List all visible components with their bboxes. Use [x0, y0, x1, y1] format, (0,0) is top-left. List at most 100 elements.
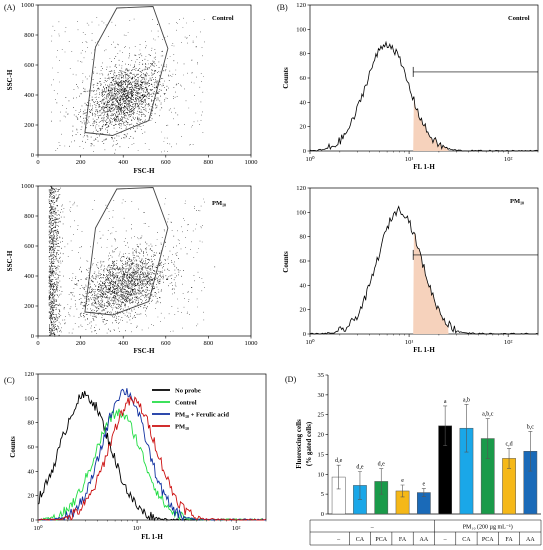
x-tick-label: 0	[36, 340, 39, 347]
group-label: –	[370, 525, 375, 531]
x-ticks: 0 200 400 600 800 1000	[36, 336, 258, 347]
panel-label: (D)	[285, 375, 296, 384]
scatter-points	[51, 17, 205, 154]
y-axis-label-2: (% gated cells)	[305, 421, 313, 466]
y-axis-label: Fluorescing cells	[295, 419, 303, 469]
gate-polygon	[84, 6, 169, 136]
annotation: Control	[212, 15, 234, 22]
x-tick-label: 600	[161, 159, 171, 166]
error-bar	[528, 431, 533, 472]
y-tick-label: 800	[24, 32, 34, 39]
y-tick-label: 120	[296, 185, 306, 192]
panel-a-pm10-scatter: PM₁₀ 0 200 400 600 800 1000 0 200 400 600 800 1000…	[6, 183, 258, 355]
annotation: PM₁₀	[510, 198, 524, 205]
x-axis-label: FL 1-H	[141, 533, 163, 541]
y-tick-label: 120	[24, 371, 34, 378]
y-tick-label: 5	[321, 491, 324, 498]
group-label: PM₁₀ (200 µg mL⁻¹)	[463, 524, 513, 531]
gate-polygon	[84, 187, 169, 316]
y-tick-label: 35	[318, 372, 325, 379]
error-bar	[421, 488, 426, 497]
series-curves	[37, 388, 267, 522]
y-tick-label: 20	[300, 124, 307, 131]
category-label: FA	[505, 537, 513, 543]
event-dots	[51, 17, 205, 154]
y-axis-label: SSC-H	[6, 250, 14, 271]
legend-label: PM₁₀ + Ferulic acid	[175, 411, 229, 418]
series-line-3	[38, 396, 267, 521]
x-ticks: 0 200 400 600 800 1000	[36, 155, 258, 166]
y-ticks: 0 20 40 60 80 100 120	[296, 185, 310, 338]
error-bar	[379, 468, 384, 495]
series-line-0	[37, 390, 267, 522]
panel-label: (B)	[277, 3, 288, 12]
x-tick-label: 400	[118, 159, 128, 166]
y-tick-label: 120	[296, 2, 306, 9]
plot-frame	[37, 185, 252, 337]
y-ticks: 0 20 40 60 80 100 120	[296, 2, 310, 155]
significance-letter: e	[401, 478, 404, 484]
category-label: CA	[356, 537, 365, 543]
y-tick-label: 800	[24, 213, 34, 220]
error-bar	[464, 404, 469, 453]
y-tick-label: 600	[24, 62, 34, 69]
y-axis-label: Counts	[9, 436, 17, 458]
error-bar	[485, 418, 490, 459]
category-label: FA	[399, 537, 407, 543]
y-tick-label: 400	[24, 273, 34, 280]
significance-letter: e	[423, 482, 426, 488]
histogram-line	[309, 40, 539, 152]
panel-d-bar-chart: (D) d,e d,e d,e e e a a,b a,b,c c,d b,c 0 5 10 15 20 2…	[285, 372, 542, 546]
y-ticks: 0 200 400 600 800 1000	[21, 183, 38, 340]
x-tick-label: 10¹	[405, 339, 414, 346]
error-bar	[507, 448, 512, 469]
x-axis-label: FL 1-H	[413, 346, 435, 354]
event-dots	[48, 186, 216, 337]
y-tick-label: 20	[318, 432, 325, 439]
x-tick-label: 400	[118, 340, 128, 347]
panel-label: (A)	[4, 3, 15, 12]
x-axis-label: FSC-H	[134, 167, 156, 175]
category-label: –	[336, 537, 341, 543]
bars: d,e d,e d,e e e a a,b a,b,c c,d b,c	[331, 397, 538, 515]
y-tick-label: 25	[318, 412, 325, 419]
x-tick-label: 10⁰	[305, 155, 315, 163]
x-tick-label: 200	[76, 340, 86, 347]
series-line-1	[37, 408, 266, 521]
annotation: PM₁₀	[212, 200, 226, 207]
plot-frame	[37, 373, 267, 521]
y-tick-label: 400	[24, 92, 34, 99]
x-tick-label: 800	[204, 159, 214, 166]
y-tick-label: 200	[24, 122, 34, 129]
shaded-region	[413, 96, 449, 151]
gate-marker	[412, 66, 538, 77]
category-label: AA	[526, 537, 535, 543]
error-bar	[400, 484, 405, 498]
x-tick-label: 10⁰	[33, 524, 43, 532]
plot-frame	[37, 4, 252, 156]
y-tick-label: 1000	[21, 2, 34, 9]
panel-a-control-scatter: (A) Control 0 200 400 600 800 1000 0 200 400 600…	[4, 2, 258, 175]
x-tick-label: 1000	[245, 159, 258, 166]
y-tick-label: 40	[300, 282, 307, 289]
y-tick-label: 0	[321, 511, 324, 518]
x-tick-label: 600	[161, 340, 171, 347]
y-ticks: 0 200 400 600 800 1000	[21, 2, 38, 159]
legend: No probe Control PM₁₀ + Ferulic acid PM₁₀	[152, 387, 229, 430]
x-tick-label: 800	[204, 340, 214, 347]
x-tick-label: 10¹	[405, 156, 414, 163]
y-tick-label: 60	[300, 258, 307, 265]
x-axis-label: FL 1-H	[413, 163, 435, 171]
y-tick-label: 0	[31, 333, 34, 340]
x-tick-label: 200	[76, 159, 86, 166]
y-ticks: 0 20 40 60 80 100 120	[24, 371, 38, 524]
y-tick-label: 40	[300, 99, 307, 106]
histogram-line	[309, 205, 539, 335]
x-ticks: 10⁰ 10¹ 10²	[305, 334, 539, 346]
significance-letter: d,e	[356, 465, 364, 471]
x-ticks: 10⁰ 10¹ 10²	[33, 520, 267, 532]
x-tick-label: 10²	[504, 156, 513, 163]
category-label: –	[443, 537, 448, 543]
y-tick-label: 0	[31, 517, 34, 524]
x-tick-label: 10¹	[133, 525, 142, 532]
